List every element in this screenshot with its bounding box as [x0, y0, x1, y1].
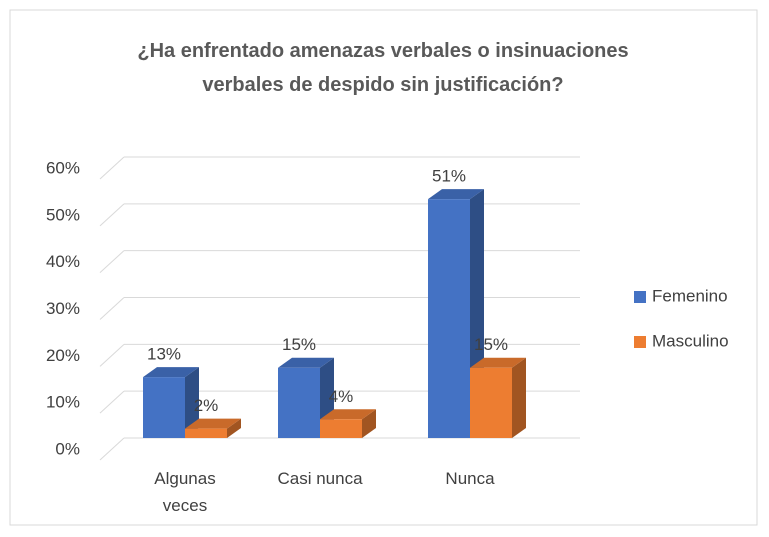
- bar: [470, 367, 512, 438]
- grid-line: [99, 250, 125, 274]
- bar: [428, 199, 470, 438]
- x-tick-label: Nunca: [445, 469, 495, 488]
- legend-swatch: [634, 336, 646, 348]
- bar-top: [278, 357, 334, 368]
- legend-label: Femenino: [652, 286, 728, 305]
- data-label: 15%: [474, 335, 508, 354]
- y-tick-label: 30%: [46, 299, 80, 318]
- legend-swatch: [634, 291, 646, 303]
- y-tick-label: 50%: [46, 205, 80, 224]
- y-tick-label: 40%: [46, 252, 80, 271]
- data-label: 51%: [432, 167, 466, 186]
- data-label: 4%: [329, 387, 354, 406]
- grid-line: [99, 297, 125, 320]
- data-label: 15%: [282, 335, 316, 354]
- bar: [185, 428, 227, 438]
- bar-top: [143, 367, 199, 378]
- legend-label: Masculino: [652, 331, 729, 350]
- grid-line: [99, 390, 125, 414]
- data-label: 13%: [147, 345, 181, 364]
- y-tick-label: 0%: [55, 439, 80, 458]
- chart-border: [9, 9, 758, 526]
- bar-top: [320, 409, 376, 420]
- grid-line: [99, 437, 125, 461]
- bar-side: [185, 367, 199, 438]
- bar-top: [428, 189, 484, 200]
- chart-title: ¿Ha enfrentado amenazas verbales o insin…: [137, 40, 629, 96]
- data-label: 2%: [194, 396, 219, 415]
- y-tick-label: 10%: [46, 393, 80, 412]
- grid-line: [99, 343, 125, 367]
- bar-side: [227, 418, 241, 438]
- bar: [320, 419, 362, 438]
- grid-line: [99, 156, 125, 180]
- x-tick-label: Algunas veces: [154, 469, 216, 515]
- bar-top: [470, 357, 526, 368]
- bar-side: [512, 357, 526, 438]
- y-tick-label: 60%: [46, 158, 80, 177]
- bar-top: [185, 418, 241, 429]
- grid-line: [99, 203, 125, 227]
- bar: [143, 377, 185, 438]
- y-tick-label: 20%: [46, 346, 80, 365]
- bar: [278, 367, 320, 438]
- bar-side: [362, 409, 376, 438]
- x-tick-label: Casi nunca: [277, 469, 363, 488]
